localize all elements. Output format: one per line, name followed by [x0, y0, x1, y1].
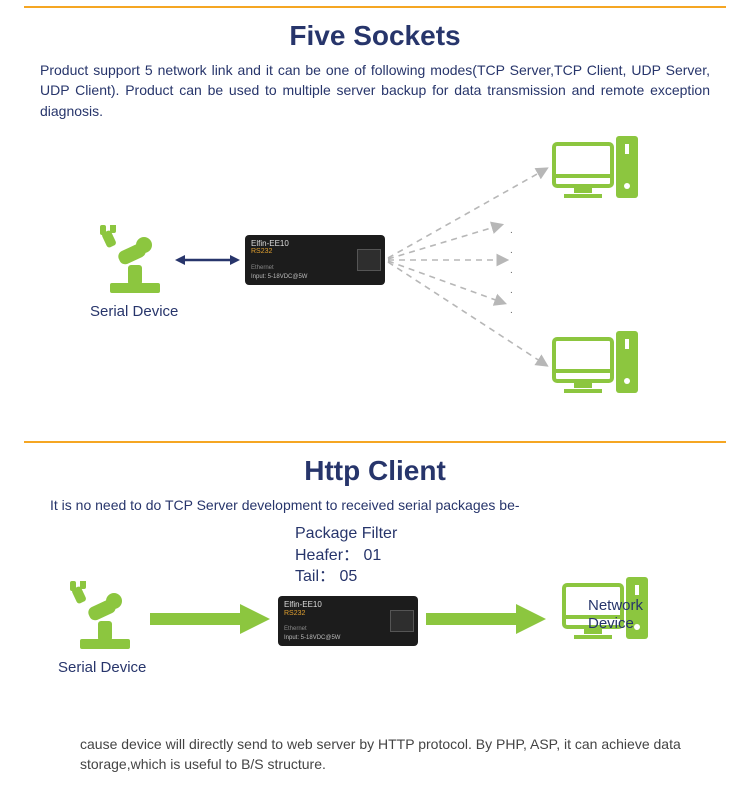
device-model: Elfin-EE10 [251, 239, 379, 249]
fanout-lines-icon [386, 133, 576, 413]
desc-five-sockets: Product support 5 network link and it ca… [40, 60, 710, 121]
label-network-l1: Network [588, 597, 643, 614]
arrow-right-icon [426, 604, 546, 634]
desc-http-bottom: cause device will directly send to web s… [0, 704, 750, 793]
diagram-five-sockets: Serial Device Elfin-EE10 RS232 Ethernet … [40, 135, 710, 415]
robot-arm-icon [70, 581, 140, 651]
filter-line1: Package Filter [295, 523, 397, 545]
divider-mid [24, 441, 726, 443]
section-five-sockets: Five Sockets Product support 5 network l… [0, 20, 750, 435]
device-power: Input: 5-18VDC@5W [284, 635, 340, 642]
filter-line3: Tail： 05 [295, 566, 397, 588]
title-http-client: Http Client [40, 455, 710, 487]
device-power: Input: 5-18VDC@5W [251, 274, 307, 281]
device-model: Elfin-EE10 [284, 600, 412, 610]
ethernet-port-icon [357, 249, 381, 271]
desc-http-top: It is no need to do TCP Server developme… [40, 495, 710, 515]
divider-top [24, 6, 726, 8]
ellipsis-dots: ..... [510, 221, 513, 321]
diagram-http-client: Package Filter Heafer： 01 Tail： 05 Seria… [40, 529, 710, 684]
converter-device-icon: Elfin-EE10 RS232 Ethernet Input: 5-18VDC… [245, 235, 385, 285]
robot-arm-icon [100, 225, 170, 295]
ethernet-port-icon [390, 610, 414, 632]
package-filter-text: Package Filter Heafer： 01 Tail： 05 [295, 523, 397, 588]
label-network-device: Network Device [588, 597, 643, 633]
bidirectional-arrow-icon [175, 253, 240, 267]
converter-device-icon: Elfin-EE10 RS232 Ethernet Input: 5-18VDC… [278, 596, 418, 646]
title-five-sockets: Five Sockets [40, 20, 710, 52]
computer-icon [550, 325, 640, 405]
label-serial-device: Serial Device [90, 303, 178, 320]
arrow-right-icon [150, 604, 270, 634]
computer-icon [550, 130, 640, 210]
section-http-client: Http Client It is no need to do TCP Serv… [0, 455, 750, 704]
filter-line2: Heafer： 01 [295, 545, 397, 567]
label-network-l2: Device [588, 615, 634, 632]
label-serial-device-2: Serial Device [58, 659, 146, 676]
